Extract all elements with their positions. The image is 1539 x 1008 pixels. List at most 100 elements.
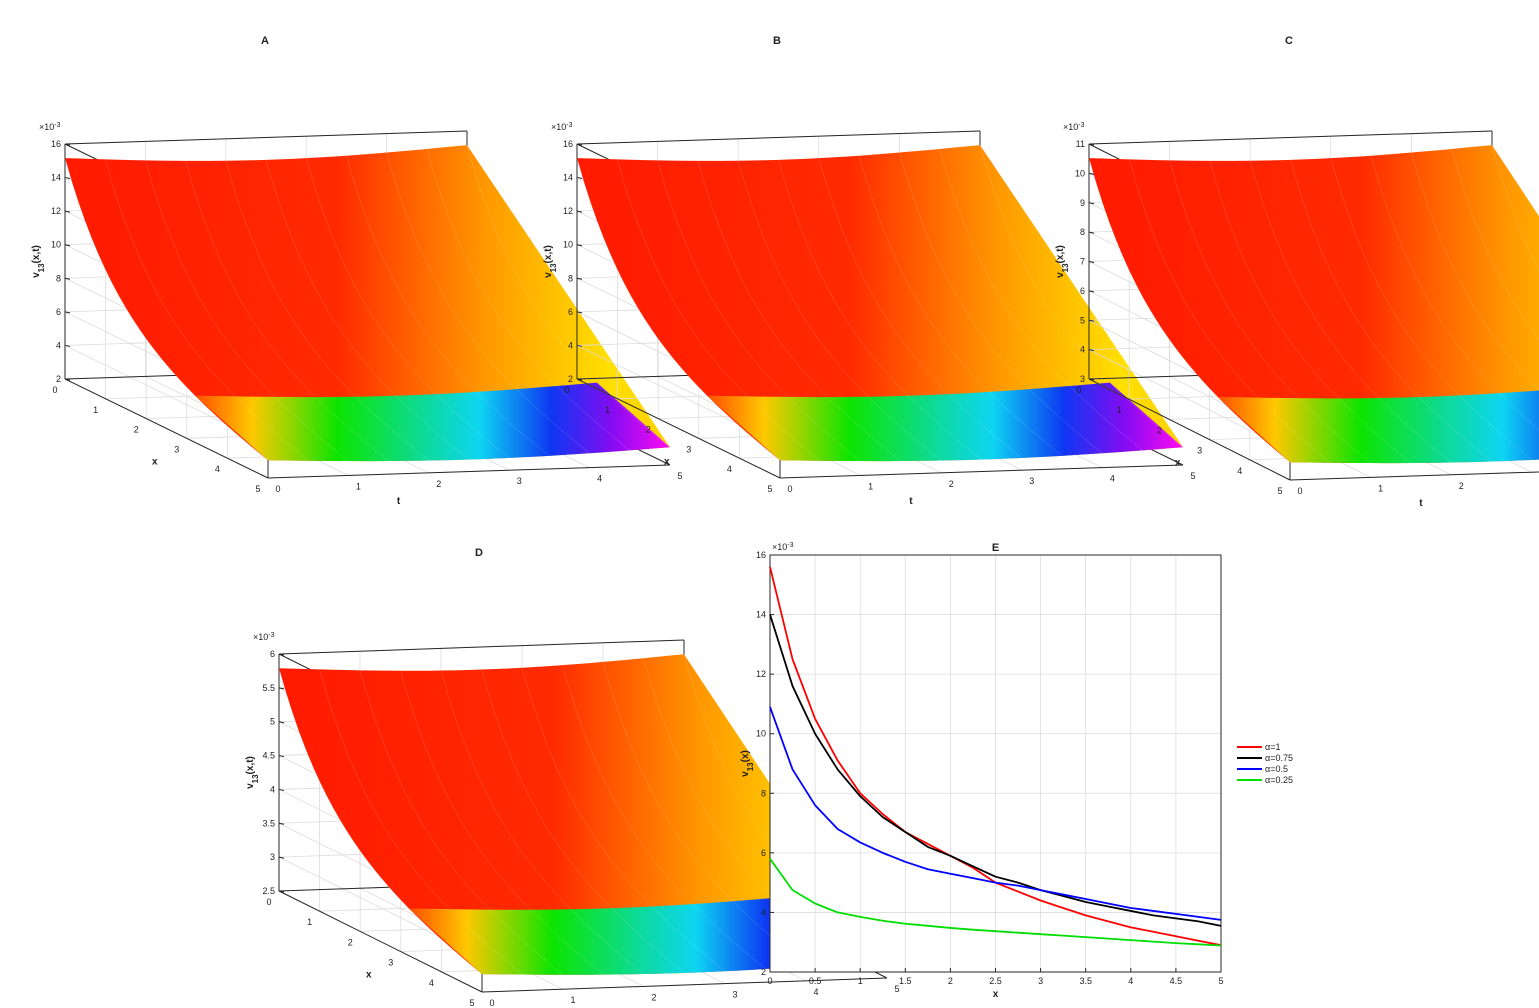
surface-end: [194, 382, 671, 462]
y-tick-label: 6: [761, 848, 766, 858]
surface-end: [1217, 390, 1539, 464]
surface-mesh-line: [1250, 160, 1452, 463]
z-tick-mark: [1088, 231, 1095, 234]
x-tick-label: 2: [348, 937, 353, 947]
legend-entry: α=0.75: [1265, 753, 1293, 763]
z-axis-label: v13(x,t): [1055, 245, 1070, 278]
surface-mesh-line: [225, 160, 429, 461]
surface-plot-d: 2.533.544.555.56001122334455xtv13(x,t)×1…: [245, 547, 900, 1008]
x-tick-label: 3: [388, 958, 393, 968]
z-tick-mark: [1088, 202, 1095, 205]
z-tick-label: 9: [1080, 198, 1085, 208]
surface-end: [706, 382, 1183, 462]
z-tick-label: 4: [1080, 345, 1085, 355]
surface-mesh-line: [386, 152, 590, 454]
panel-title: A: [261, 35, 269, 47]
z-tick-label: 5.5: [262, 683, 275, 693]
z-tick-mark: [64, 277, 71, 280]
surface-mesh-line: [979, 145, 1184, 448]
t-tick-label: 3: [517, 476, 522, 486]
surface-mesh-line: [145, 160, 349, 462]
z-tick-label: 4: [270, 784, 275, 794]
z-exponent-label: ×10-3: [1063, 122, 1085, 133]
legend-entry: α=0.25: [1265, 775, 1293, 785]
line-plot-e: 0 0.5 1 1.5 2 2.5 3 3.5 4 4.5 5 2 4 6 8 10 12 14 16 Ex v13(x…: [740, 542, 1293, 1001]
surface-mesh-line: [1129, 159, 1331, 463]
axes-box: [769, 554, 1222, 973]
t-tick-label: 2: [949, 479, 954, 489]
x-tick-label: 2: [1157, 425, 1162, 435]
x-tick-label: 0: [266, 897, 271, 907]
surface-mesh-line: [899, 152, 1103, 454]
surface-mesh-line: [657, 160, 861, 462]
y-tick-label: 8: [761, 788, 766, 798]
axis-box-edge: [64, 130, 468, 145]
z-tick-mark: [1088, 378, 1095, 381]
z-tick-mark: [278, 653, 285, 656]
axis-box-edge: [779, 464, 1184, 479]
t-axis-label: t: [909, 496, 913, 507]
x-tick-label: 0: [1076, 385, 1081, 395]
surface-mesh-line: [319, 669, 523, 975]
panel-title: B: [773, 35, 781, 47]
axis-box-edge: [481, 977, 888, 993]
surface-mesh-line: [306, 158, 510, 459]
z-tick-label: 7: [1080, 257, 1085, 267]
surface-mesh-line: [778, 159, 982, 460]
axis-box-edge: [576, 378, 781, 479]
z-tick-mark: [278, 788, 285, 791]
t-tick-label: 2: [436, 479, 441, 489]
x-tick-label: 2: [134, 425, 139, 435]
t-axis-label: t: [397, 496, 401, 507]
z-tick-label: 8: [56, 273, 61, 283]
x-tick-label: 5: [255, 484, 260, 494]
z-exponent-label: ×10-3: [253, 632, 275, 643]
z-tick-mark: [64, 244, 71, 247]
z-tick-label: 6: [56, 307, 61, 317]
axis-box-edge: [1289, 471, 1539, 481]
legend-entry: α=1: [1265, 742, 1280, 752]
x-tick-label: 5: [469, 998, 474, 1008]
surface-mesh-line: [576, 158, 781, 461]
y-exponent-label: ×10-3: [772, 542, 794, 553]
surface-mesh-line: [1088, 158, 1291, 463]
z-tick-label: 6: [568, 307, 573, 317]
z-tick-mark: [278, 890, 285, 893]
x-tick-label: 0: [767, 976, 772, 986]
surface-mesh-line: [1290, 159, 1492, 462]
z-tick-mark: [576, 143, 583, 146]
x-tick-label: 3: [686, 444, 691, 454]
z-tick-mark: [278, 822, 285, 825]
z-tick-mark: [64, 311, 71, 314]
z-tick-label: 5: [1080, 315, 1085, 325]
y-tick-label: 2: [761, 967, 766, 977]
axis-box-edge: [1088, 130, 1493, 145]
t-tick-label: 0: [275, 484, 280, 494]
z-tick-label: 6: [270, 649, 275, 659]
surface-mesh-line: [426, 148, 630, 451]
x-tick-label: 3: [174, 444, 179, 454]
x-tick-label: 1.5: [899, 976, 912, 986]
z-tick-mark: [1088, 290, 1095, 293]
x-tick-label: 4: [215, 464, 220, 474]
panel-title: E: [992, 542, 999, 554]
z-exponent-label: ×10-3: [551, 122, 573, 133]
surface-mesh-line: [939, 148, 1143, 451]
x-tick-label: 4: [1237, 466, 1242, 476]
z-tick-label: 10: [1075, 168, 1085, 178]
x-tick-label: 5: [767, 484, 772, 494]
x-tick-label: 3: [1038, 976, 1043, 986]
z-tick-mark: [1088, 319, 1095, 322]
axis-box-edge: [1088, 378, 1291, 481]
axis-box-edge: [278, 890, 483, 993]
axis-box-edge: [278, 639, 685, 655]
t-tick-label: 2: [1459, 481, 1464, 491]
y-tick-label: 4: [761, 907, 766, 917]
z-tick-label: 16: [563, 139, 573, 149]
x-tick-label: 3.5: [1079, 976, 1092, 986]
surface-plot-c: 34567891011001122334455xtv13(x,t)×10-3C: [1055, 35, 1539, 509]
surface-mesh-line: [1451, 148, 1539, 340]
